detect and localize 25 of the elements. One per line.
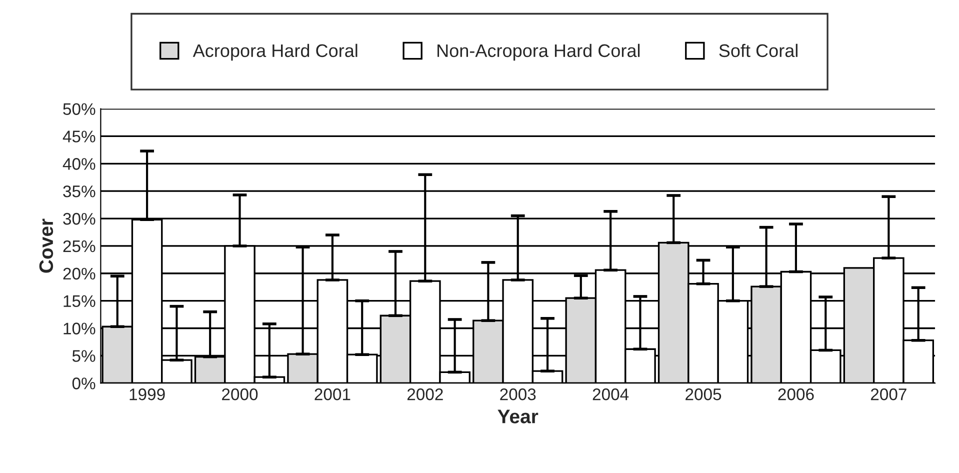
x-tick-label: 2006	[778, 388, 814, 400]
y-axis-title: Cover	[39, 218, 54, 273]
y-tick-label: 0%	[72, 378, 96, 390]
x-tick-label: 1999	[130, 388, 165, 400]
legend-label: Soft Coral	[719, 44, 798, 58]
y-tick-label: 35%	[63, 185, 96, 198]
y-tick-label: 50%	[63, 103, 96, 115]
y-tick-label: 20%	[63, 268, 96, 280]
x-tick-label: 2007	[870, 388, 906, 400]
y-tick-label: 40%	[62, 158, 96, 170]
legend-label: Acropora Hard Coral	[192, 44, 358, 61]
x-tick-label: 2005	[686, 388, 722, 400]
x-tick-label: 2003	[500, 388, 536, 400]
y-tick-label: 15%	[64, 295, 96, 308]
legend-label: Non-Acropora Hard Coral	[438, 44, 640, 61]
y-tick-label: 5%	[72, 350, 96, 362]
y-tick-label: 30%	[63, 212, 96, 225]
y-tick-label: 25%	[63, 240, 96, 252]
x-tick-label: 2002	[407, 388, 443, 400]
x-tick-label: 2000	[222, 388, 258, 400]
y-tick-label: 10%	[64, 322, 96, 334]
y-tick-label: 45%	[62, 130, 96, 142]
x-axis-title: Year	[498, 410, 538, 424]
x-tick-label: 2001	[314, 388, 350, 400]
x-tick-label: 2004	[592, 388, 629, 400]
